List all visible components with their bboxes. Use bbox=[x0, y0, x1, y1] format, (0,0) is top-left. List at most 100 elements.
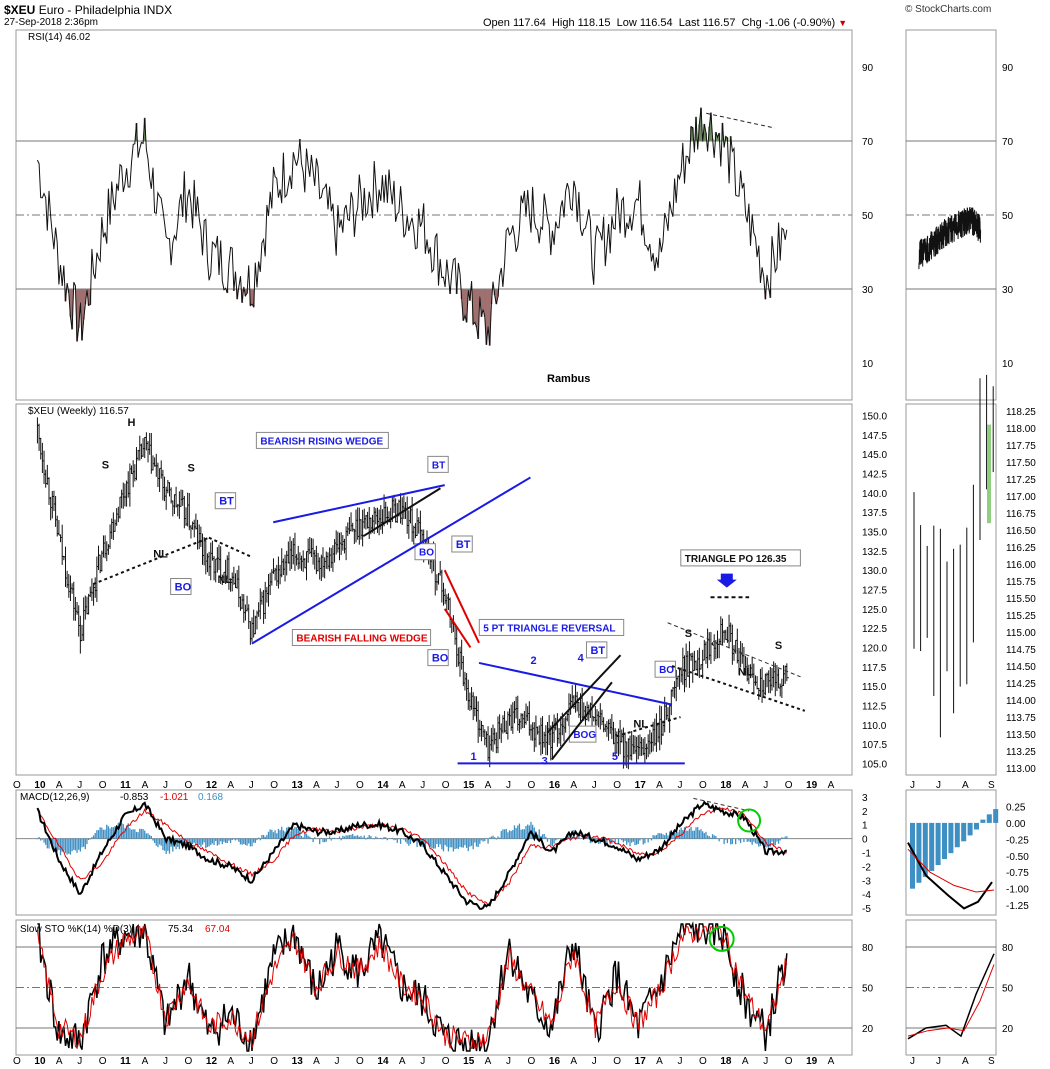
sto-xtick-label: 15 bbox=[463, 1056, 475, 1067]
price-annotation-label: BT bbox=[590, 645, 605, 657]
rsi-legend: RSI(14) 46.02 bbox=[28, 32, 91, 43]
price-inset-ytick-label: 116.75 bbox=[1006, 509, 1036, 520]
price-xtick-label: A bbox=[56, 780, 63, 791]
price-xtick-label: J bbox=[678, 780, 683, 791]
sto-xtick-label: O bbox=[442, 1056, 450, 1067]
price-annotation-label: H bbox=[127, 417, 135, 429]
macd-inset-ytick-label: 0.25 bbox=[1006, 802, 1026, 813]
macd-inset-ytick-label: -1.25 bbox=[1006, 901, 1029, 912]
price-annotation-label: S bbox=[102, 459, 109, 471]
price-ytick-label: 107.5 bbox=[862, 740, 887, 751]
price-ytick-label: 112.5 bbox=[862, 701, 887, 712]
price-xtick-label: J bbox=[420, 780, 425, 791]
price-xtick-label: O bbox=[356, 780, 364, 791]
sto-xtick-label: A bbox=[828, 1056, 835, 1067]
price-annotation-label: 1 bbox=[470, 751, 476, 763]
price-annotation-label: BEARISH FALLING WEDGE bbox=[296, 634, 427, 645]
sto-xtick-label: O bbox=[99, 1056, 107, 1067]
symbol: $XEU bbox=[4, 3, 36, 17]
neckline-3-lower bbox=[671, 665, 806, 712]
annotation-box bbox=[414, 543, 436, 561]
macd-inset-histogram-bar bbox=[954, 822, 960, 848]
rsi-ytick-label: 50 bbox=[862, 211, 874, 222]
macd-inset-histogram-bar bbox=[993, 809, 999, 823]
annotation-box bbox=[451, 535, 473, 553]
sto-xtick-label: O bbox=[270, 1056, 278, 1067]
sto-xtick-label: 17 bbox=[635, 1056, 647, 1067]
price-ytick-label: 120.0 bbox=[862, 643, 887, 654]
price-xtick-label: J bbox=[163, 780, 168, 791]
sto-xtick-label: O bbox=[699, 1056, 707, 1067]
macd-inset-histogram-bar bbox=[948, 822, 954, 854]
macd-legend-name: MACD(12,26,9) bbox=[20, 792, 89, 803]
price-inset-ytick-label: 113.25 bbox=[1006, 747, 1036, 758]
macd-inset-histogram-bar bbox=[967, 822, 973, 836]
sto-xtick-label: O bbox=[613, 1056, 621, 1067]
price-xtick-label: A bbox=[828, 780, 835, 791]
macd-inset-histogram-bar bbox=[961, 822, 967, 842]
price-annotation-label: S bbox=[685, 628, 692, 640]
price-xtick-label: 15 bbox=[463, 780, 475, 791]
ohlc-readout: Open 117.64 High 118.15 Low 116.54 Last … bbox=[483, 17, 847, 29]
price-annotation-label: NL bbox=[153, 548, 168, 560]
last-value: 116.57 bbox=[702, 17, 736, 29]
price-xtick-label: J bbox=[763, 780, 768, 791]
rsi-ytick-label: 30 bbox=[862, 285, 874, 296]
annotation-box bbox=[291, 629, 432, 647]
neckline-2 bbox=[615, 716, 681, 738]
rsi-annotation: Rambus bbox=[547, 373, 590, 385]
sto-xtick-label: 18 bbox=[720, 1056, 732, 1067]
low-label: Low bbox=[616, 17, 637, 29]
rsi-inset-ytick-label: 30 bbox=[1002, 285, 1014, 296]
price-xtick-label: 10 bbox=[34, 780, 46, 791]
chart-date: 27-Sep-2018 2:36pm bbox=[4, 17, 98, 28]
sto-xtick-label: O bbox=[356, 1056, 364, 1067]
price-annotation-label: NL bbox=[217, 574, 232, 586]
price-annotation-label: S bbox=[775, 640, 782, 652]
price-annotation-label: 5 bbox=[612, 751, 618, 763]
macd-inset-histogram-bar bbox=[942, 822, 947, 860]
price-ytick-label: 125.0 bbox=[862, 605, 887, 616]
price-ytick-label: 122.5 bbox=[862, 624, 887, 635]
price-inset-ytick-label: 117.75 bbox=[1006, 441, 1036, 452]
annotation-box bbox=[427, 649, 449, 667]
neckline-1b bbox=[208, 536, 253, 558]
rising-channel bbox=[362, 487, 441, 538]
macd-trendline bbox=[693, 797, 750, 812]
price-inset-ytick-label: 114.50 bbox=[1006, 662, 1036, 673]
sto-xtick-label: 10 bbox=[34, 1056, 46, 1067]
price-annotation-label: 3 bbox=[542, 755, 548, 767]
price-xtick-label: O bbox=[99, 780, 107, 791]
macd-inset-signal-line bbox=[907, 848, 995, 893]
price-inset-ytick-label: 116.50 bbox=[1006, 526, 1036, 537]
macd-legend-value-signal: -1.021 bbox=[160, 792, 189, 803]
sto-xtick-label: 13 bbox=[292, 1056, 304, 1067]
macd-ytick-label: -3 bbox=[862, 876, 871, 887]
down-triangle-icon: ▼ bbox=[838, 18, 848, 28]
sto-xtick-label: 11 bbox=[120, 1056, 131, 1067]
sto-xtick-label: 12 bbox=[206, 1056, 218, 1067]
price-ytick-label: 140.0 bbox=[862, 489, 887, 500]
macd-inset-histogram-bar bbox=[935, 822, 941, 865]
price-xtick-label: 19 bbox=[806, 780, 818, 791]
price-ytick-label: 145.0 bbox=[862, 450, 887, 461]
price-xtick-label: O bbox=[699, 780, 707, 791]
chg-value: -1.06 (-0.90%) bbox=[764, 17, 836, 29]
price-ytick-label: 115.0 bbox=[862, 682, 887, 693]
sto-xtick-label: J bbox=[506, 1056, 511, 1067]
price-inset-ytick-label: 118.00 bbox=[1006, 424, 1036, 435]
price-xtick-label: O bbox=[785, 780, 793, 791]
price-xtick-label: A bbox=[656, 780, 663, 791]
rsi-ytick-label: 90 bbox=[862, 63, 874, 74]
annotation-box bbox=[585, 641, 608, 659]
falling-wedge-lower bbox=[443, 608, 472, 649]
open-value: 117.64 bbox=[512, 17, 546, 29]
sto-xtick-label: J bbox=[163, 1056, 168, 1067]
sto-ytick-label: 50 bbox=[862, 984, 874, 995]
macd-inset-line bbox=[907, 842, 993, 910]
low-value: 116.54 bbox=[639, 17, 673, 29]
macd-inset-frame bbox=[905, 789, 997, 916]
price-inset-ytick-label: 113.50 bbox=[1006, 730, 1036, 741]
price-xtick-label: J bbox=[335, 780, 340, 791]
open-label: Open bbox=[483, 17, 510, 29]
